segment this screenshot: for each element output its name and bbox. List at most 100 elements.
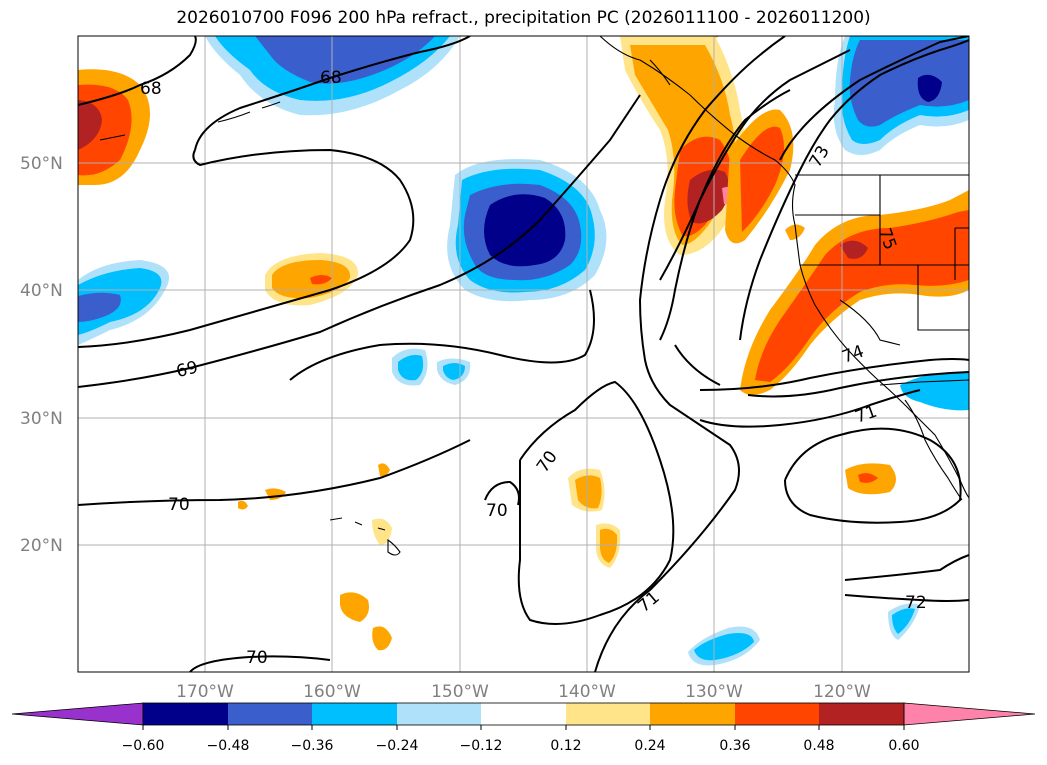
- precip-blob-sub-11-core: [892, 608, 915, 634]
- colorbar-tick-label: 0.36: [719, 738, 750, 754]
- contour-70-inner: [289, 289, 595, 381]
- contour-72: [844, 554, 969, 602]
- contour-69: [78, 148, 415, 348]
- contour-74: [659, 89, 791, 386]
- coastline-baja: [904, 399, 963, 501]
- colorbar: −0.60 −0.48 −0.36 −0.24 −0.12 0.12 0.24 …: [11, 702, 1036, 754]
- colorbar-tick-label: −0.12: [460, 738, 503, 754]
- contour-71-east: [699, 389, 921, 428]
- precip-blob-sub-7: [378, 463, 390, 477]
- precip-small-orange-coast: [785, 224, 805, 240]
- precip-blob-small-blue-1-core: [398, 354, 424, 381]
- border-states-4: [917, 265, 969, 331]
- precip-coast-south-peak: [840, 240, 868, 259]
- map-background: [78, 36, 969, 672]
- contour-70-loop: [517, 380, 675, 625]
- contour-68-north: [78, 36, 197, 106]
- precip-blob-sub-5: [372, 626, 392, 651]
- contour-70-main: [78, 439, 471, 506]
- colorbar-tick-label: 0.48: [803, 738, 834, 754]
- lon-tick-label: 130°W: [685, 682, 743, 702]
- colorbar-tick-label: −0.60: [122, 738, 165, 754]
- colorbar-swatch: [650, 703, 735, 725]
- contour-label: 70: [246, 648, 268, 668]
- contour-71-main: [594, 36, 786, 672]
- coastline-alaska-south: [99, 134, 126, 141]
- colorbar-swatch: [228, 703, 312, 725]
- contour-70-south: [189, 655, 331, 672]
- contour-69-lower: [78, 94, 641, 388]
- coastline-aleutians: [217, 101, 281, 123]
- precip-blob-north-blue-core: [255, 36, 435, 84]
- colorbar-extend-high: [903, 702, 1036, 726]
- lat-tick-label: 40°N: [20, 281, 63, 301]
- contour-70-small: [484, 480, 520, 506]
- colorbar-tick-label: 0.12: [550, 738, 581, 754]
- precip-blob-se-blue: [900, 371, 969, 411]
- precip-blob-ne-blue-peak: [917, 74, 942, 102]
- coastline-alaska-panhandle: [599, 36, 671, 86]
- contour-73-ne: [779, 36, 969, 161]
- colorbar-swatch: [143, 703, 228, 725]
- colorbar-swatch: [735, 703, 819, 725]
- contour-label: 72: [905, 593, 927, 613]
- lat-tick-label: 20°N: [20, 536, 63, 556]
- contour-75: [739, 39, 969, 341]
- contour-label: 68: [320, 68, 342, 88]
- precip-blob-sub-6: [372, 518, 392, 545]
- precip-blob-west-blue-core: [78, 292, 121, 322]
- lat-tick-label: 30°N: [20, 409, 63, 429]
- hawaii-islands: [329, 517, 401, 556]
- coastline-north-america: [639, 59, 969, 499]
- lon-tick-label: 170°W: [176, 682, 234, 702]
- lat-tick-labels: 20°N 30°N 40°N 50°N: [20, 154, 63, 556]
- colorbar-swatch: [481, 703, 566, 725]
- contour-74-south: [747, 371, 969, 398]
- lon-tick-label: 140°W: [558, 682, 616, 702]
- colorbar-frame: [142, 702, 905, 726]
- border-us-mexico: [879, 379, 969, 386]
- precip-blob-sub-3-core: [858, 473, 878, 483]
- border-states-2: [800, 175, 881, 266]
- refractivity-contours: [78, 36, 969, 672]
- contour-72-loop: [784, 427, 962, 524]
- precip-blob-nw-peak: [78, 100, 102, 150]
- lon-tick-label: 120°W: [813, 682, 871, 702]
- contour-label: 68: [140, 79, 162, 99]
- lon-tick-label: 160°W: [303, 682, 361, 702]
- precip-blob-sub-2-core: [600, 528, 618, 563]
- precip-shading: [78, 36, 969, 666]
- colorbar-swatch: [397, 703, 481, 725]
- contour-label: 70: [168, 495, 190, 515]
- colorbar-ticks: [142, 725, 905, 730]
- contour-73: [659, 49, 851, 281]
- colorbar-extend-low: [11, 702, 144, 726]
- lon-tick-labels: 170°W 160°W 150°W 140°W 130°W 120°W: [176, 682, 871, 702]
- precip-blob-sub-10-core: [694, 633, 754, 661]
- precip-blob-sub-4: [340, 592, 369, 622]
- contour-74-east: [699, 358, 969, 391]
- lon-tick-label: 150°W: [431, 682, 489, 702]
- precip-blob-orange-165w-core: [310, 275, 332, 285]
- chart-title: 2026010700 F096 200 hPa refract., precip…: [176, 8, 871, 28]
- contour-68-loop: [194, 36, 471, 151]
- colorbar-tick-label: 0.60: [888, 738, 919, 754]
- border-states-5: [839, 299, 901, 346]
- colorbar-tick-label: −0.36: [291, 738, 334, 754]
- precip-blob-sub-9: [238, 500, 248, 510]
- colorbar-tick-label: −0.24: [376, 738, 419, 754]
- colorbar-swatch: [819, 703, 904, 725]
- precip-coast-south-core: [755, 210, 969, 382]
- colorbar-swatch: [566, 703, 650, 725]
- precip-blob-sub-1-core: [575, 475, 602, 509]
- precip-blob-central-blue-peak: [484, 194, 566, 267]
- precip-blob-ne-blue-core: [849, 40, 969, 127]
- colorbar-tick-label: −0.48: [207, 738, 250, 754]
- precip-coast-east-core: [740, 126, 784, 232]
- colorbar-swatch: [312, 703, 397, 725]
- contour-label: 70: [486, 501, 508, 521]
- map-frame: [77, 35, 970, 673]
- border-states-3: [954, 227, 969, 280]
- colorbar-tick-label: 0.24: [634, 738, 665, 754]
